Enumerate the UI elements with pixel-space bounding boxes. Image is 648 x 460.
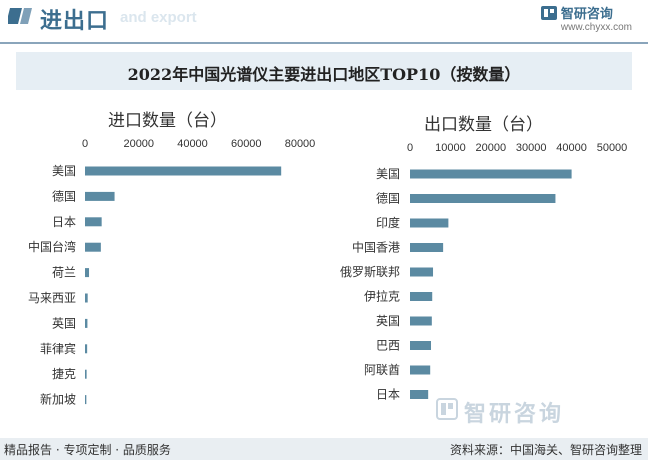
export-bar xyxy=(410,267,434,277)
import-category-label: 捷克 xyxy=(52,367,76,381)
export-category-label: 日本 xyxy=(376,388,400,402)
export-tick-label: 40000 xyxy=(556,142,587,154)
import-category-label: 中国台湾 xyxy=(28,239,76,254)
export-bar xyxy=(410,341,432,350)
header-mark-icon xyxy=(8,8,32,24)
watermark-logo-icon xyxy=(436,398,458,420)
brand-block: 智研咨询 www.chyxx.com xyxy=(540,3,632,33)
export-bar xyxy=(410,218,449,228)
import-category-label: 英国 xyxy=(52,316,76,330)
import-tick-label: 60000 xyxy=(231,138,262,150)
import-bar xyxy=(85,318,88,328)
export-tick-label: 50000 xyxy=(597,142,628,154)
export-bar xyxy=(410,243,444,252)
import-category-label: 菲律宾 xyxy=(40,341,76,356)
export-tick-label: 0 xyxy=(407,142,413,154)
import-category-label: 日本 xyxy=(52,215,76,229)
import-bar xyxy=(85,166,282,176)
charts-canvas: 0 20000 40000 60000 80000美国德国日本中国台湾荷兰马来西亚英国菲… xyxy=(28,138,628,407)
import-category-label: 美国 xyxy=(52,164,76,178)
import-bar xyxy=(85,293,88,303)
chart-title: 2022年中国光谱仪主要进出口地区TOP10（按数量） xyxy=(127,65,521,84)
export-tick-label: 10000 xyxy=(435,142,466,154)
header-subtitle: and export xyxy=(120,9,197,26)
export-bar xyxy=(410,390,429,399)
footer-source: 资料来源：中国海关、智研咨询整理 xyxy=(449,443,642,457)
import-category-label: 荷兰 xyxy=(52,266,76,280)
brand-url: www.chyxx.com xyxy=(560,22,632,33)
export-category-label: 德国 xyxy=(376,191,400,206)
page-footer: 精品报告 · 专项定制 · 品质服务 资料来源：中国海关、智研咨询整理 xyxy=(0,438,648,460)
export-bar xyxy=(410,316,432,326)
import-bar xyxy=(85,369,87,379)
export-tick-label: 30000 xyxy=(516,142,547,154)
import-panel-title: 进口数量（台） xyxy=(108,111,227,131)
export-category-label: 俄罗斯联邦 xyxy=(340,265,400,279)
export-category-label: 美国 xyxy=(376,167,400,181)
title-band xyxy=(16,52,632,90)
brand-name: 智研咨询 xyxy=(560,7,613,22)
import-tick-label: 40000 xyxy=(177,138,208,150)
header-title: 进出口 xyxy=(40,9,110,34)
export-tick-label: 20000 xyxy=(476,142,507,154)
export-bar xyxy=(410,292,433,301)
import-bar xyxy=(85,344,88,354)
import-tick-label: 80000 xyxy=(285,138,316,150)
footer-tagline: 精品报告 · 专项定制 · 品质服务 xyxy=(4,443,171,457)
import-category-label: 德国 xyxy=(52,188,76,203)
header-divider xyxy=(0,42,648,44)
export-category-label: 阿联酋 xyxy=(364,362,400,377)
export-bar xyxy=(410,194,556,203)
export-category-label: 伊拉克 xyxy=(364,289,400,304)
import-tick-label: 20000 xyxy=(123,138,154,150)
export-bar xyxy=(410,365,431,375)
import-bar xyxy=(85,242,101,252)
import-bar xyxy=(85,395,87,405)
import-category-label: 马来西亚 xyxy=(28,291,76,305)
import-bar xyxy=(85,268,90,278)
export-category-label: 中国香港 xyxy=(352,240,400,255)
import-bar xyxy=(85,217,102,227)
brand-logo-icon xyxy=(540,5,557,20)
import-bar xyxy=(85,191,115,201)
import-category-label: 新加坡 xyxy=(40,392,76,407)
export-bar xyxy=(410,169,572,179)
page-header: 进出口 and export 智研咨询 www.chyxx.com xyxy=(0,0,648,40)
export-category-label: 巴西 xyxy=(376,339,400,353)
import-tick-label: 0 xyxy=(82,138,88,150)
watermark-text: 智研咨询 xyxy=(464,402,565,427)
export-category-label: 印度 xyxy=(376,215,400,230)
export-panel-title: 出口数量（台） xyxy=(424,115,543,135)
export-category-label: 英国 xyxy=(376,314,400,328)
